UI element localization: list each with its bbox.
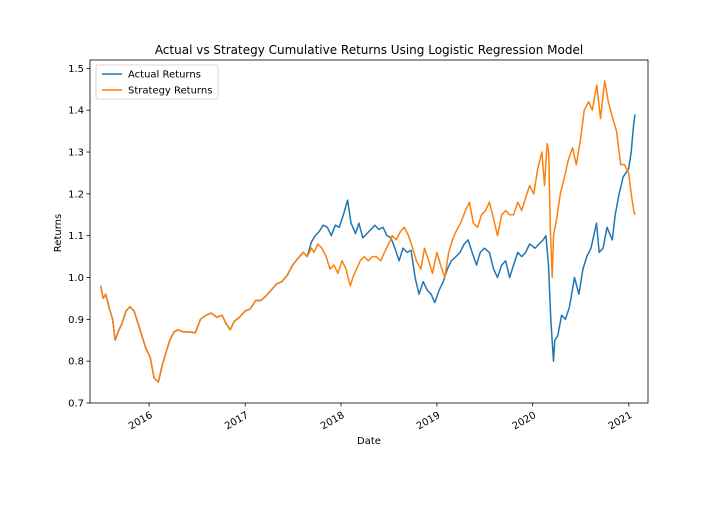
y-tick-label: 1.4 [68,106,84,117]
y-tick-label: 1.5 [68,64,84,75]
x-axis-label: Date [357,436,381,447]
chart-title: Actual vs Strategy Cumulative Returns Us… [155,43,583,57]
legend: Actual Returns Strategy Returns [95,64,219,100]
y-tick-label: 1.3 [68,148,84,159]
legend-label-2: Strategy Returns [128,86,212,97]
y-tick-label: 0.9 [68,315,84,326]
series-line-2 [100,80,636,383]
y-axis-label: Returns [53,214,64,252]
plot-area [100,80,636,383]
y-tick-label: 1.1 [68,231,84,242]
legend-box [95,64,219,100]
axes-frame [89,59,649,404]
y-tick-label: 0.8 [68,357,84,368]
y-tick-label: 0.7 [68,399,84,410]
y-tick-label: 1.0 [68,273,84,284]
legend-label-1: Actual Returns [128,70,201,81]
y-tick-label: 1.2 [68,189,84,200]
